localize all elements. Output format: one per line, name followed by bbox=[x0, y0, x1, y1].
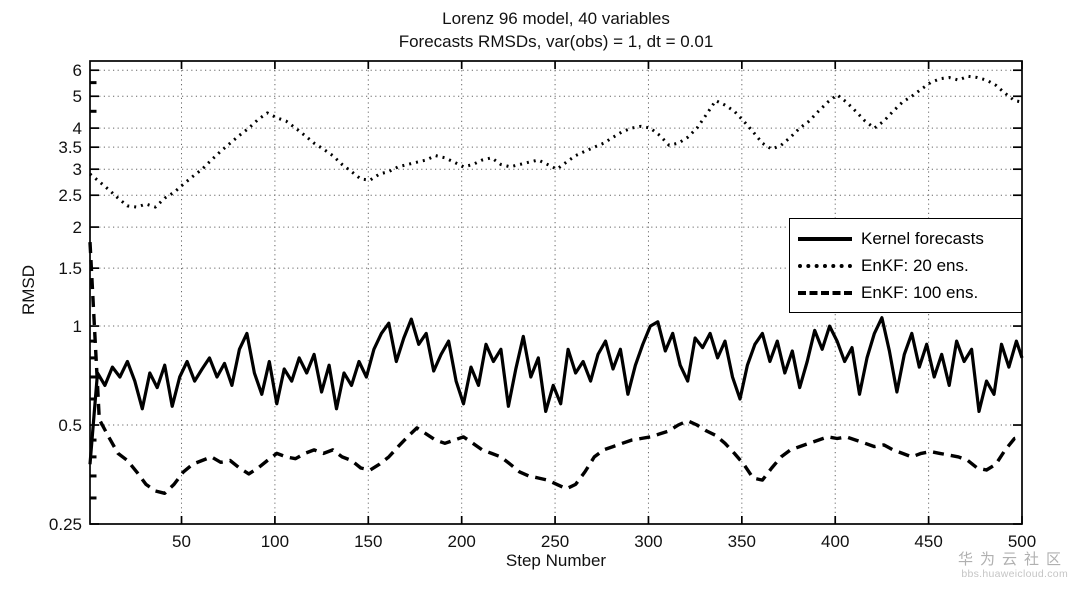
legend-item-enkf-100: EnKF: 100 ens. bbox=[798, 283, 1013, 303]
tick-marks bbox=[90, 61, 1023, 525]
svg-text:0.25: 0.25 bbox=[49, 515, 82, 534]
svg-text:350: 350 bbox=[728, 532, 756, 551]
dashed-line-sample bbox=[798, 290, 852, 295]
svg-text:6: 6 bbox=[73, 61, 82, 80]
svg-text:2: 2 bbox=[73, 218, 82, 237]
series-enkf-100-ens bbox=[88, 242, 1023, 495]
svg-text:150: 150 bbox=[354, 532, 382, 551]
legend-item-enkf-20: EnKF: 20 ens. bbox=[798, 256, 1013, 276]
svg-text:400: 400 bbox=[821, 532, 849, 551]
svg-text:100: 100 bbox=[261, 532, 289, 551]
legend-item-kernel-forecasts: Kernel forecasts bbox=[798, 229, 1013, 249]
plot-frame bbox=[89, 60, 1023, 525]
legend-item-label: EnKF: 100 ens. bbox=[861, 282, 979, 302]
watermark-url: bbs.huaweicloud.com bbox=[961, 568, 1068, 580]
svg-text:500: 500 bbox=[1008, 532, 1036, 551]
svg-text:1.5: 1.5 bbox=[58, 259, 82, 278]
y-tick-labels: 0.25 0.5 1 1.5 2 2.5 3 3.54 5 6 bbox=[49, 61, 82, 534]
series-enkf-20-ens bbox=[89, 74, 1023, 209]
series-kernel-forecasts bbox=[88, 316, 1024, 465]
watermark-brand: 华为云社区 bbox=[957, 551, 1068, 568]
chart-title-block: Lorenz 96 model, 40 variables Forecasts … bbox=[90, 7, 1022, 53]
svg-text:450: 450 bbox=[914, 532, 942, 551]
chart-title: Lorenz 96 model, 40 variables bbox=[442, 9, 670, 28]
svg-text:2.5: 2.5 bbox=[58, 186, 82, 205]
svg-text:250: 250 bbox=[541, 532, 569, 551]
svg-text:3.5: 3.5 bbox=[58, 138, 82, 157]
svg-text:4: 4 bbox=[73, 119, 82, 138]
svg-text:0.5: 0.5 bbox=[58, 416, 82, 435]
svg-text:1: 1 bbox=[73, 317, 82, 336]
legend: Kernel forecasts EnKF: 20 ens. EnKF: 100… bbox=[789, 218, 1022, 313]
svg-text:200: 200 bbox=[447, 532, 475, 551]
y-axis-label: RMSD bbox=[19, 264, 38, 316]
legend-item-label: EnKF: 20 ens. bbox=[861, 255, 969, 275]
svg-text:3: 3 bbox=[73, 160, 82, 179]
chart-subtitle: Forecasts RMSDs, var(obs) = 1, dt = 0.01 bbox=[398, 32, 714, 51]
svg-text:300: 300 bbox=[634, 532, 662, 551]
dotted-line-sample bbox=[798, 263, 852, 268]
x-tick-labels: 50 100 150 200 250 300 350 400 450 500 bbox=[172, 532, 1036, 551]
svg-text:5: 5 bbox=[73, 87, 82, 106]
watermark: 华为云社区 bbs.huaweicloud.com bbox=[958, 551, 1068, 581]
solid-line-sample bbox=[798, 236, 852, 241]
svg-text:50: 50 bbox=[172, 532, 191, 551]
x-axis-label: Step Number bbox=[505, 551, 607, 570]
legend-item-label: Kernel forecasts bbox=[861, 228, 984, 248]
